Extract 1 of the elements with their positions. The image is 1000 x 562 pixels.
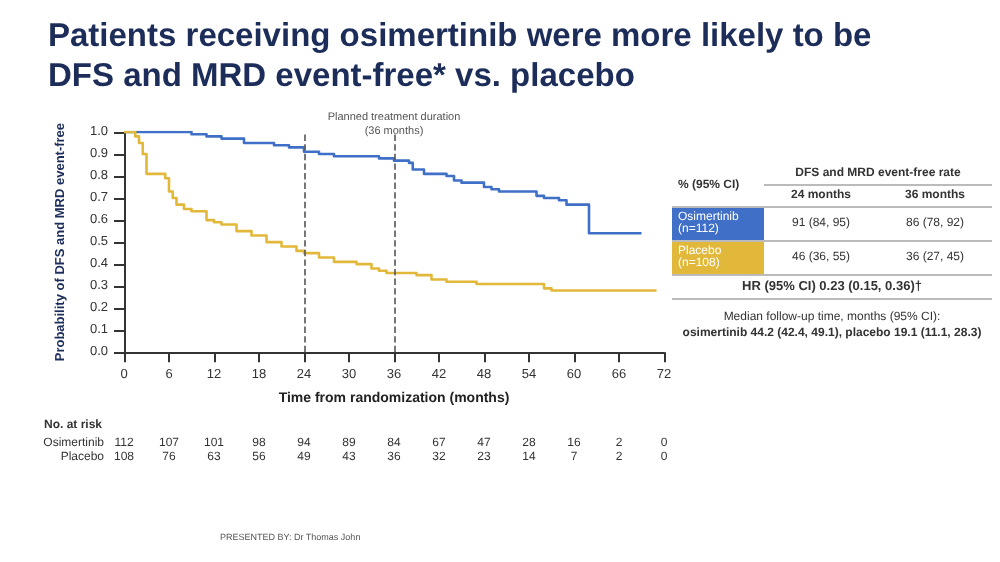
chart-title: Patients receiving osimertinib were more likely to be DFS and MRD event-free* vs. placebo bbox=[48, 16, 874, 96]
